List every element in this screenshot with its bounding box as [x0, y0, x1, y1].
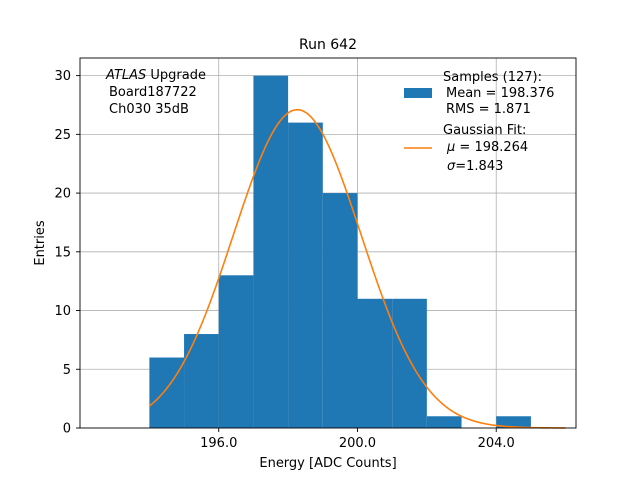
- histogram-bar: [392, 298, 427, 428]
- annotation-box: ATLAS Upgrade Board187722 Ch030 35dB: [105, 68, 206, 117]
- histogram-bar: [184, 334, 219, 428]
- x-tick-label: 204.0: [478, 436, 515, 451]
- y-tick-label: 0: [63, 422, 71, 437]
- y-tick-label: 5: [63, 363, 71, 378]
- legend-fit-sigma-line: σ=1.843: [447, 159, 503, 174]
- legend-samples-label: Samples (127):: [443, 70, 542, 85]
- histogram-bar: [322, 193, 358, 428]
- x-tick-label: 196.0: [200, 436, 237, 451]
- gaussian-fit-curve: [148, 108, 566, 429]
- annotation-experiment-suffix: Upgrade: [146, 68, 206, 83]
- y-tick-label: 15: [54, 245, 71, 260]
- legend-fit-mu-symbol: μ: [446, 140, 455, 155]
- histogram-bar: [496, 416, 531, 428]
- legend: Samples (127): Mean = 198.376 RMS = 1.87…: [404, 70, 554, 174]
- y-tick-label: 20: [54, 187, 71, 202]
- histogram-bar: [149, 357, 185, 428]
- y-axis-label: Entries: [33, 220, 48, 266]
- histogram-bar: [288, 122, 323, 428]
- y-tick-label: 30: [54, 69, 71, 84]
- y-tick-label: 10: [54, 304, 71, 319]
- histogram-bar: [426, 416, 462, 428]
- x-axis-label: Energy [ADC Counts]: [259, 456, 396, 471]
- annotation-channel: Ch030 35dB: [109, 102, 189, 117]
- histogram-bars: [149, 75, 531, 428]
- histogram-bar: [253, 75, 289, 428]
- annotation-experiment-line: ATLAS Upgrade: [105, 68, 206, 83]
- chart-title: Run 642: [299, 37, 357, 53]
- legend-fit-mu-value: = 198.264: [455, 140, 528, 155]
- legend-fit-sigma-symbol: σ: [447, 159, 456, 174]
- histogram-bar: [357, 298, 393, 428]
- legend-samples-swatch: [404, 88, 432, 98]
- histogram-bar: [218, 275, 254, 428]
- y-tick-label: 25: [54, 128, 71, 143]
- legend-fit-label: Gaussian Fit:: [443, 123, 526, 138]
- annotation-board: Board187722: [109, 85, 197, 100]
- annotation-experiment: ATLAS: [105, 68, 146, 83]
- axis-ticks: 196.0 200.0 204.0 0 5 10 15 20 25 30: [54, 69, 514, 451]
- legend-fit-mu-line: μ = 198.264: [446, 140, 528, 155]
- axes-frame: [79, 57, 577, 429]
- x-tick-label: 200.0: [339, 436, 376, 451]
- legend-samples-rms: RMS = 1.871: [446, 102, 531, 117]
- legend-samples-mean: Mean = 198.376: [446, 86, 554, 101]
- legend-fit-sigma-value: =1.843: [455, 159, 503, 174]
